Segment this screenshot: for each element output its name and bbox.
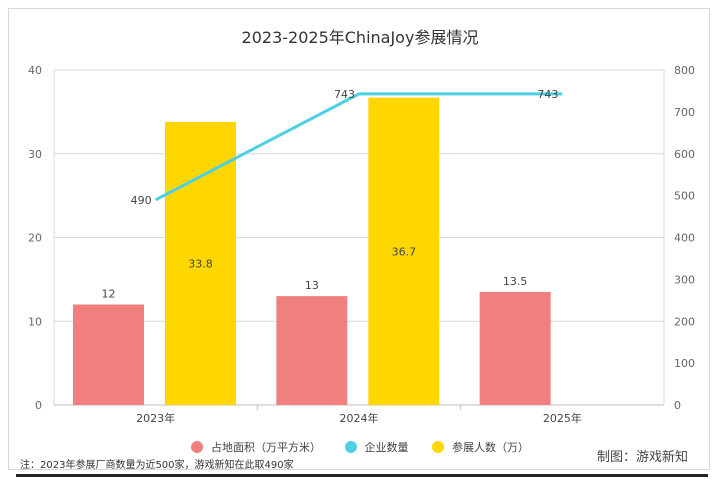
legend: 占地面积（万平方米） 企业数量 参展人数（万）	[0, 439, 720, 456]
left-tick-label: 40	[28, 64, 42, 77]
legend-swatch-companies	[344, 441, 357, 453]
line-value-label: 743	[537, 88, 558, 101]
right-tick-label: 400	[674, 232, 695, 245]
footnote: 注：2023年参展厂商数量为近500家，游戏新知在此取490家	[20, 460, 294, 471]
right-tick-label: 500	[674, 190, 695, 203]
legend-label-area: 占地面积（万平方米）	[211, 441, 321, 454]
right-tick-label: 200	[674, 315, 695, 328]
line-value-label: 490	[131, 194, 152, 207]
left-tick-label: 10	[28, 315, 42, 328]
left-tick-label: 0	[35, 399, 42, 412]
bar	[368, 97, 440, 405]
right-tick-label: 800	[674, 64, 695, 77]
bar	[73, 304, 144, 405]
series-line	[154, 92, 563, 202]
bar	[276, 296, 348, 405]
chart-title: 2023-2025年ChinaJoy参展情况	[241, 28, 479, 47]
right-tick-label: 600	[674, 148, 695, 161]
right-tick-label: 100	[674, 357, 695, 370]
x-tick-label: 2025年	[543, 411, 582, 425]
left-tick-label: 30	[28, 148, 42, 161]
credit-text: 制图：游戏新知	[596, 450, 688, 465]
chart-frame	[8, 8, 710, 470]
right-tick-label: 700	[674, 106, 695, 119]
x-tick-label: 2024年	[340, 411, 379, 425]
legend-item-visitors: 参展人数（万）	[432, 439, 529, 455]
legend-swatch-area	[191, 441, 203, 453]
line-value-label: 743	[334, 88, 355, 101]
bar-value-label: 12	[102, 288, 116, 301]
right-tick-label: 300	[674, 273, 695, 286]
legend-label-companies: 企业数量	[364, 441, 409, 454]
bar	[165, 121, 236, 406]
bar-value-label: 33.8	[188, 257, 213, 270]
legend-label-visitors: 参展人数（万）	[452, 441, 529, 454]
bar-value-label: 13.5	[503, 275, 528, 288]
right-tick-label: 0	[674, 399, 681, 412]
legend-item-companies: 企业数量	[344, 439, 409, 455]
legend-item-area: 占地面积（万平方米）	[191, 439, 321, 455]
left-tick-label: 20	[28, 232, 42, 245]
bar	[479, 291, 551, 405]
bar-value-label: 13	[305, 279, 319, 292]
bottom-rule	[16, 474, 708, 477]
legend-swatch-visitors	[432, 441, 444, 453]
bar-value-label: 36.7	[392, 245, 417, 258]
x-tick-label: 2023年	[136, 411, 175, 425]
